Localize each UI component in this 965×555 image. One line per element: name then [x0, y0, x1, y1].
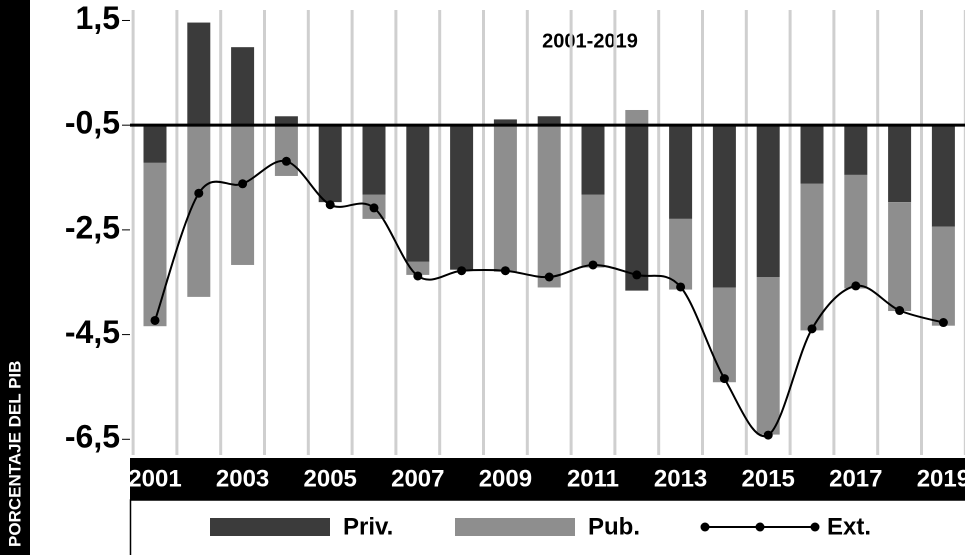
x-tick-label: 2005 — [304, 465, 357, 492]
legend-dot — [700, 522, 710, 532]
line-point — [763, 430, 773, 440]
bar — [231, 47, 255, 126]
line-point — [457, 266, 467, 276]
y-label-band — [0, 0, 30, 555]
x-tick-label: 2017 — [829, 465, 882, 492]
legend-swatch — [210, 518, 330, 536]
bar — [143, 125, 167, 163]
bar — [581, 194, 605, 268]
bar — [581, 125, 605, 195]
line-point — [938, 318, 948, 328]
line-point — [413, 271, 423, 281]
bar — [274, 125, 298, 176]
line-point — [281, 156, 291, 166]
legend-swatch — [455, 518, 575, 536]
annotation: 2001-2019 — [542, 30, 638, 52]
bar — [888, 202, 912, 312]
y-axis-label: PORCENTAJE DEL PIB — [5, 361, 24, 547]
x-tick-label: 2011 — [567, 465, 619, 492]
bar — [537, 116, 561, 126]
line-point — [719, 374, 729, 384]
x-tick-label: 2019 — [917, 465, 965, 492]
bar — [800, 125, 824, 184]
y-tick-label: -2,5 — [65, 209, 120, 245]
y-tick-label: -0,5 — [65, 105, 120, 141]
legend-label: Ext. — [827, 513, 871, 540]
x-tick-label: 2001 — [128, 465, 181, 492]
bar — [625, 109, 649, 126]
y-tick-label: -6,5 — [65, 419, 120, 455]
y-tick-label: 1,5 — [76, 0, 120, 36]
bar — [931, 226, 955, 326]
x-tick-label: 2007 — [391, 465, 444, 492]
x-tick-label: 2013 — [654, 465, 707, 492]
x-axis-band — [130, 458, 965, 500]
line-point — [238, 179, 248, 189]
line-point — [369, 203, 379, 213]
line-point — [150, 315, 160, 325]
bar — [844, 125, 868, 175]
legend-dot — [755, 522, 765, 532]
bar — [669, 218, 693, 290]
bar — [800, 183, 824, 331]
bar — [712, 125, 736, 288]
y-tick-label: -4,5 — [65, 314, 120, 350]
bar — [187, 125, 211, 297]
x-tick-label: 2009 — [479, 465, 532, 492]
line-point — [632, 270, 642, 280]
bar — [756, 277, 780, 435]
line-point — [676, 282, 686, 292]
bar — [712, 287, 736, 383]
line-point — [807, 324, 817, 334]
line-point — [325, 200, 335, 210]
bar — [493, 119, 517, 126]
bar — [669, 125, 693, 219]
line-point — [895, 306, 905, 316]
line-point — [851, 281, 861, 291]
x-tick-label: 2015 — [742, 465, 795, 492]
line-point — [588, 260, 598, 270]
line-point — [500, 266, 510, 276]
legend-label: Priv. — [343, 513, 393, 540]
bar — [625, 125, 649, 291]
line-point — [544, 272, 554, 282]
legend-label: Pub. — [588, 513, 640, 540]
bar — [318, 125, 342, 203]
legend-dot — [810, 522, 820, 532]
bar — [537, 125, 561, 288]
bar — [931, 125, 955, 227]
bar — [406, 125, 430, 262]
bar — [493, 125, 517, 272]
bar — [274, 116, 298, 126]
bar — [362, 125, 386, 195]
bar — [888, 125, 912, 203]
bar — [844, 174, 868, 289]
line-point — [194, 188, 204, 198]
bar — [187, 22, 211, 126]
bar — [231, 125, 255, 265]
bar — [756, 125, 780, 277]
x-tick-label: 2003 — [216, 465, 269, 492]
bar — [450, 125, 474, 270]
bar — [143, 162, 167, 327]
